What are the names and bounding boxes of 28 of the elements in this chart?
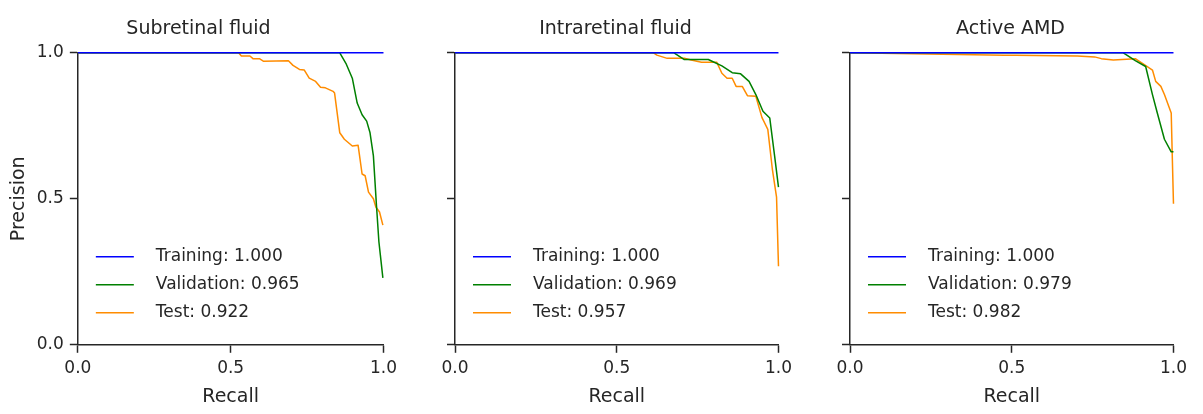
chart-title: Active AMD: [956, 16, 1065, 39]
legend-label: Test: 0.982: [927, 301, 1022, 322]
x-tick-label: 0.5: [217, 357, 245, 378]
x-tick-label: 0.0: [836, 357, 864, 378]
legend-label: Test: 0.922: [154, 301, 250, 322]
legend-label: Training: 1.000: [927, 245, 1055, 266]
x-tick-label: 0.0: [64, 357, 92, 378]
x-tick-label: 1.0: [369, 357, 398, 378]
y-axis-title: Precision: [6, 156, 29, 242]
x-axis-title: Recall: [202, 383, 259, 406]
x-tick-label: 1.0: [1159, 357, 1188, 378]
legend-label: Validation: 0.965: [155, 273, 300, 294]
y-tick-label: 0.5: [36, 187, 64, 208]
y-tick-label: 1.0: [36, 41, 64, 62]
x-tick-label: 1.0: [764, 357, 793, 378]
x-axis-title: Recall: [588, 383, 646, 406]
x-tick-label: 0.5: [998, 357, 1026, 378]
y-tick-label: 0.0: [36, 333, 64, 354]
chart-title: Intraretinal fluid: [539, 16, 692, 39]
x-tick-label: 0.5: [603, 357, 631, 378]
x-tick-label: 0.0: [441, 357, 469, 378]
legend-label: Test: 0.957: [532, 301, 627, 322]
legend-label: Validation: 0.979: [928, 273, 1072, 294]
legend-label: Training: 1.000: [532, 245, 660, 266]
x-axis-title: Recall: [983, 383, 1041, 406]
legend-label: Validation: 0.969: [533, 273, 677, 294]
chart-title: Subretinal fluid: [126, 16, 271, 39]
legend-label: Training: 1.000: [154, 245, 283, 266]
